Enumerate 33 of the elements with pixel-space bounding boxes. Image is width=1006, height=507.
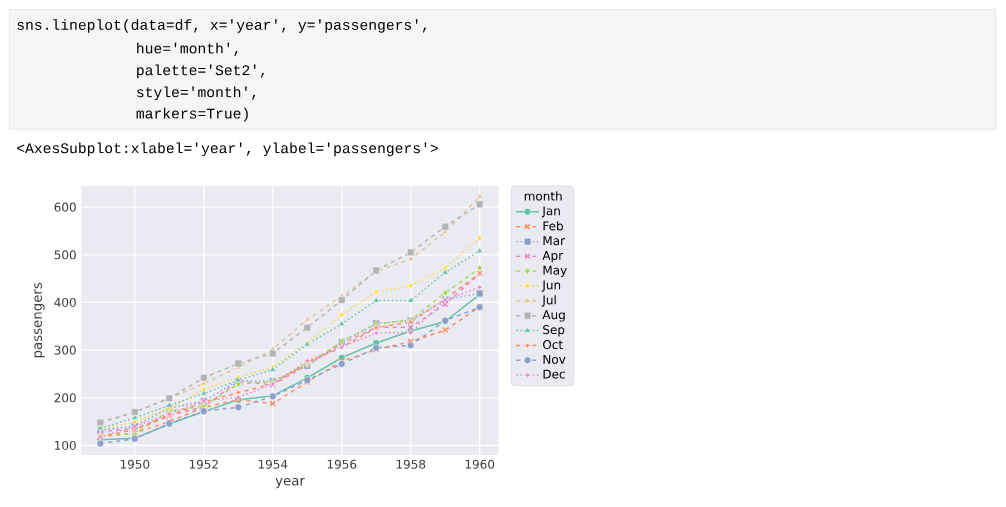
text: palette='Set2', <box>137 64 265 79</box>
legend-label: May <box>543 265 567 277</box>
y-tick-label: 200 <box>54 393 76 403</box>
y-axis-title: passengers <box>34 282 45 358</box>
text: sns.lineplot(data=df, x='year', y='passengers', <box>17 19 427 33</box>
legend-label: Jul <box>541 295 556 307</box>
y-tick-label: 600 <box>54 202 76 212</box>
legend-label: Jan <box>541 206 560 218</box>
legend-label: Jun <box>541 280 561 292</box>
x-tick-label: 1954 <box>258 459 288 469</box>
y-tick-label: 500 <box>54 250 76 260</box>
legend-label: Sep <box>543 325 565 337</box>
x-tick-label: 1960 <box>465 459 495 469</box>
x-axis-title: year <box>275 477 305 489</box>
legend-title: month <box>524 191 562 201</box>
y-tick-label: 300 <box>54 345 76 355</box>
x-tick-label: 1950 <box>120 459 150 469</box>
x-tick-label: 1958 <box>396 459 426 469</box>
y-tick-label: 100 <box>55 440 76 450</box>
y-tick-label: 400 <box>54 297 76 307</box>
text: <AxesSubplot:xlabel='year', ylabel='passengers'> <box>17 142 438 157</box>
text: style='month', <box>137 86 256 101</box>
text: markers=True) <box>136 107 248 122</box>
legend-label: Oct <box>543 340 563 350</box>
x-tick-label: 1952 <box>189 459 218 469</box>
legend-label: Aug <box>542 310 565 322</box>
legend-label: Apr <box>542 251 564 263</box>
legend-label: Dec <box>543 369 565 379</box>
legend-label: Nov <box>543 354 566 364</box>
x-tick-label: 1956 <box>327 459 357 469</box>
text: hue='month', <box>137 42 238 56</box>
legend-label: Feb <box>543 221 563 231</box>
legend-label: Mar <box>543 236 565 246</box>
